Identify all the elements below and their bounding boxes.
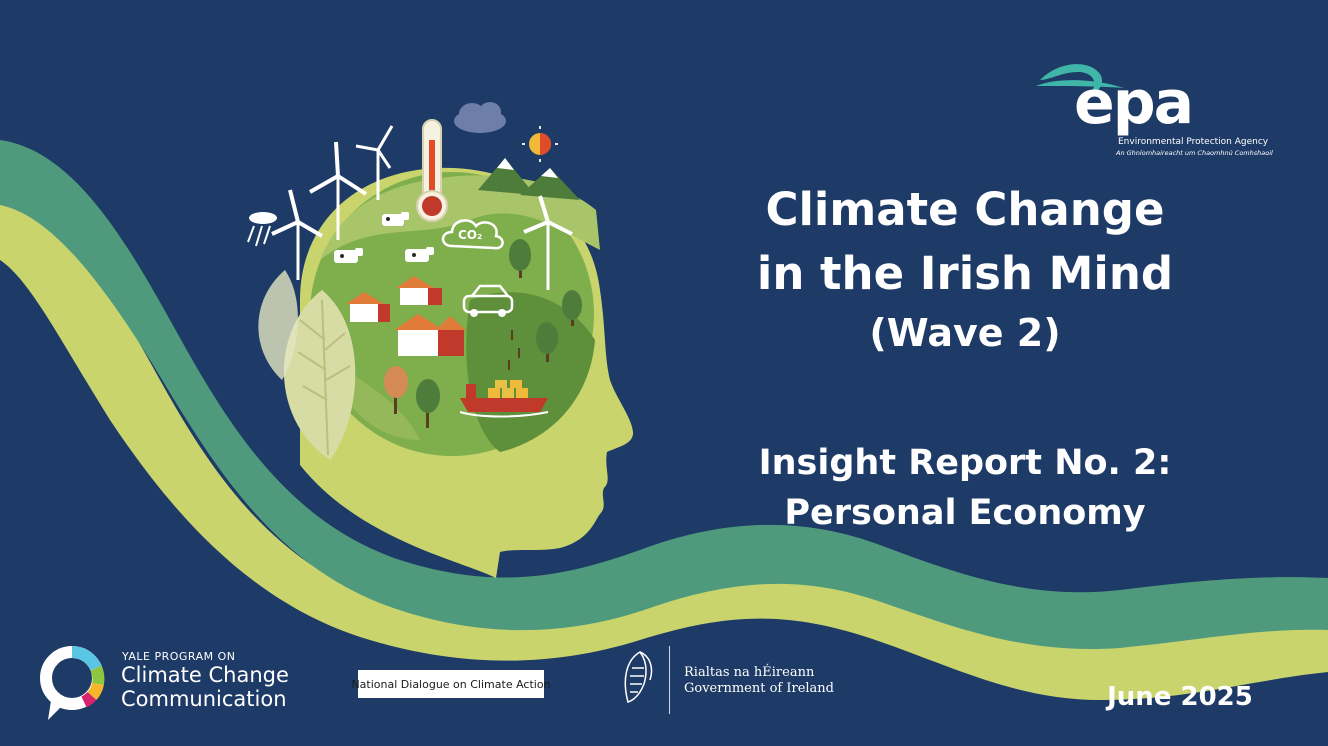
yale-program-label: YALE PROGRAM ON [122,650,236,663]
tree-icons [384,239,582,428]
epa-wordmark: epa [1074,68,1194,138]
car-icon [462,284,514,317]
harp-icon [624,651,653,703]
report-date: June 2025 [1107,682,1253,712]
leaf [283,290,356,460]
yale-line-2: Communication [121,687,287,711]
yale-program-name: Climate Change Communication [121,663,289,711]
report-subtitle: Insight Report No. 2: Personal Economy [700,438,1230,538]
epa-name-english: Environmental Protection Agency [1118,137,1269,147]
gov-name-irish: Rialtas na hÉireann [684,665,815,680]
epa-name-irish: An Ghníomhaireacht um Chaomhnú Comhshaoi… [1116,149,1273,157]
title-line-1: Climate Change [765,183,1165,236]
house-icons [346,276,466,356]
report-line-2: Personal Economy [784,493,1146,533]
report-line-1: Insight Report No. 2: [758,443,1172,483]
gov-name-english: Government of Ireland [684,681,835,696]
ship-icon [459,380,549,418]
co2-cloud-icon [441,219,504,250]
teal-wave [0,140,1328,650]
title-line-3: (Wave 2) [869,311,1061,355]
yale-logo-icon [40,646,105,720]
co2-label: CO₂ [458,228,483,242]
yale-line-1: Climate Change [121,663,289,687]
rain-cloud-icon [247,212,277,247]
gov-divider [669,646,670,714]
ndca-logo: National Dialogue on Climate Action [351,670,551,698]
sun-icon [522,126,558,162]
wind-turbines [271,125,573,290]
cloud-icon [454,102,506,133]
epa-swoosh-icon [1036,64,1124,96]
cow-icons [334,212,434,263]
title-block: Climate Change in the Irish Mind (Wave 2… [700,178,1230,360]
title-line-2: in the Irish Mind [756,247,1174,300]
thermometer-icon [416,119,448,222]
